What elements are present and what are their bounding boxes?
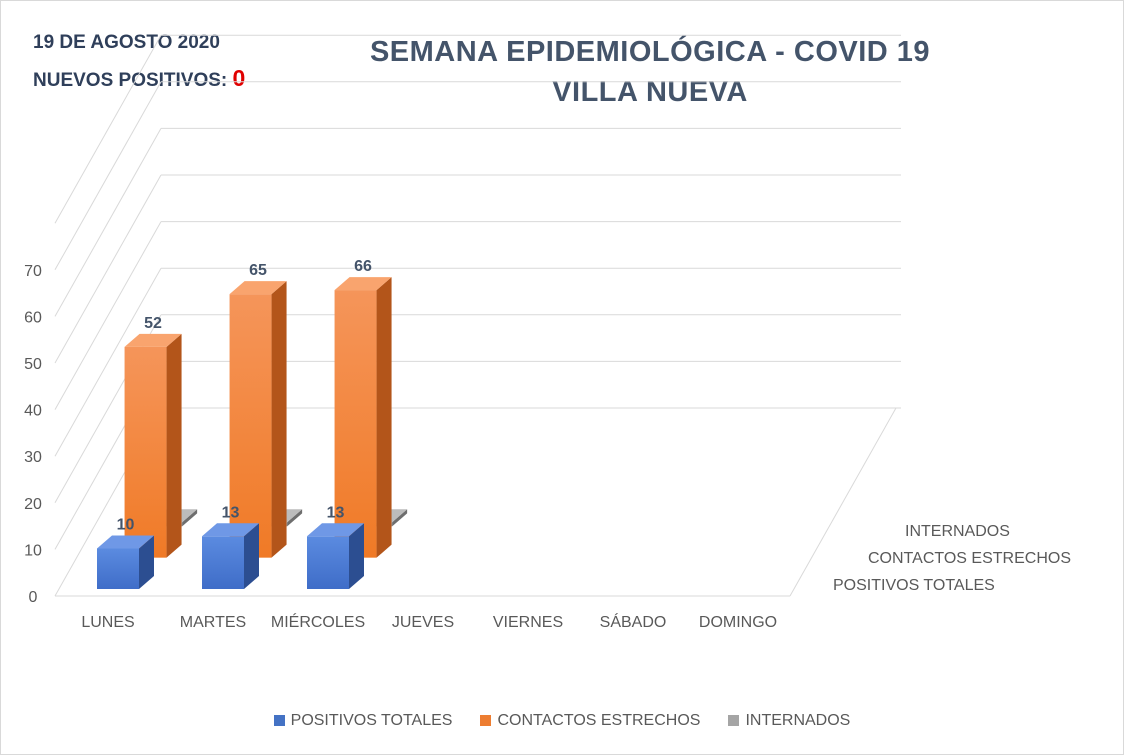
y-tick-label: 70	[24, 263, 42, 280]
bar-side	[392, 509, 408, 527]
bar-0-0: 10	[97, 516, 154, 589]
bar-side	[182, 509, 198, 527]
bar-front	[334, 290, 377, 558]
bar-side	[376, 277, 392, 558]
bar-front	[97, 548, 139, 589]
bar-0-1: 13	[202, 504, 259, 589]
legend-item: INTERNADOS	[728, 712, 850, 730]
bar-1-1: 65	[229, 262, 287, 558]
x-category-label: SÁBADO	[600, 612, 667, 631]
legend-swatch	[480, 715, 492, 727]
bar-top	[307, 523, 364, 537]
bar-1-0: 52	[124, 315, 182, 558]
legend-item: CONTACTOS ESTRECHOS	[480, 712, 700, 730]
report-date: 19 DE AGOSTO 2020	[33, 32, 220, 53]
x-category-label: LUNES	[81, 614, 134, 631]
x-category-label: DOMINGO	[699, 614, 777, 631]
bar-side	[166, 333, 182, 558]
legend-label: POSITIVOS TOTALES	[290, 712, 453, 729]
bar-side	[139, 535, 154, 589]
legend-label: CONTACTOS ESTRECHOS	[497, 712, 701, 729]
x-axis-categories: LUNES MARTES MIÉRCOLES JUEVES VIERNES SÁBADO D…	[81, 612, 777, 631]
data-label: 10	[117, 516, 135, 533]
legend: POSITIVOS TOTALES CONTACTOS ESTRECHOS INTE…	[0, 712, 1124, 730]
data-label: 52	[144, 315, 162, 332]
legend-swatch	[728, 715, 740, 727]
x-category-label: MIÉRCOLES	[271, 612, 365, 631]
y-tick-label: 30	[24, 449, 42, 466]
data-label: 66	[354, 258, 372, 275]
y-tick-label: 60	[24, 309, 42, 326]
y-tick-label: 10	[24, 542, 42, 559]
bar-1-2: 66	[334, 258, 392, 558]
bar-front	[307, 536, 349, 589]
y-tick-label: 50	[24, 356, 42, 373]
bar-front	[202, 536, 244, 589]
bar-top	[97, 535, 154, 549]
bar-top	[202, 523, 259, 537]
x-category-label: JUEVES	[392, 614, 454, 631]
new-positives-value: 0	[232, 65, 246, 91]
bar-side	[271, 281, 287, 558]
bar-top	[334, 277, 392, 291]
y-tick-label: 40	[24, 403, 42, 420]
legend-label: INTERNADOS	[745, 712, 851, 729]
bar-front	[229, 294, 272, 558]
legend-swatch	[273, 715, 285, 727]
depth-axis-label: CONTACTOS ESTRECHOS	[868, 550, 1071, 567]
y-tick-label: 0	[29, 589, 38, 606]
y-axis-ticks: 0 10 20 30 40 50 60 70	[24, 263, 42, 606]
bar-0-2: 13	[307, 504, 364, 589]
chart-title: SEMANA EPIDEMIOLÓGICA - COVID 19	[369, 36, 931, 68]
data-label: 13	[327, 504, 345, 521]
bars: 111526566101313	[97, 258, 408, 589]
bar-side	[244, 523, 259, 589]
depth-axis-label: POSITIVOS TOTALES	[833, 577, 995, 594]
data-label: 65	[249, 262, 267, 279]
bar-side	[287, 509, 303, 527]
bar-top	[229, 281, 287, 295]
depth-axis-labels: INTERNADOS CONTACTOS ESTRECHOS POSITIVOS T…	[833, 523, 1071, 594]
y-tick-label: 20	[24, 496, 42, 513]
bar-front	[124, 346, 167, 558]
x-category-label: VIERNES	[493, 614, 563, 631]
x-category-label: MARTES	[180, 614, 246, 631]
new-positives: NUEVOS POSITIVOS: 0	[33, 65, 245, 92]
legend-item: POSITIVOS TOTALES	[273, 712, 453, 730]
bar-side	[349, 523, 364, 589]
bar-top	[124, 333, 182, 347]
depth-axis-label: INTERNADOS	[905, 523, 1010, 540]
new-positives-label: NUEVOS POSITIVOS:	[33, 70, 233, 91]
data-label: 13	[222, 504, 240, 521]
